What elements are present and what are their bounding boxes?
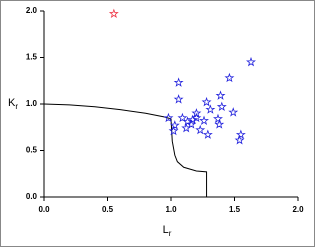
- point: [214, 119, 225, 129]
- point: [235, 129, 246, 139]
- point: [191, 112, 202, 123]
- point: [202, 129, 213, 139]
- point: [201, 96, 212, 107]
- x-tick-label: 2.0: [292, 205, 304, 214]
- point: [224, 72, 235, 83]
- y-tick-label: 2.0: [26, 6, 38, 15]
- point: [234, 135, 245, 145]
- point: [195, 124, 206, 135]
- y-tick-label: 0.0: [26, 192, 38, 201]
- x-label-main: L: [163, 224, 169, 236]
- y-tick-label: 1.5: [26, 53, 38, 62]
- point: [173, 77, 184, 87]
- point: [173, 94, 184, 104]
- point: [199, 115, 209, 125]
- point: [169, 120, 180, 130]
- x-axis-label: Lr: [163, 224, 172, 238]
- point: [191, 108, 202, 118]
- point: [216, 101, 227, 112]
- point: [108, 8, 119, 19]
- point: [246, 56, 256, 67]
- y-label-main: K: [8, 97, 16, 109]
- x-tick-label: 1.5: [229, 205, 241, 214]
- point: [213, 113, 223, 124]
- point: [181, 122, 192, 133]
- point: [228, 107, 239, 117]
- point: [168, 125, 179, 136]
- y-label-sub: r: [15, 102, 18, 111]
- point: [186, 119, 197, 129]
- x-tick-label: 0.5: [102, 205, 114, 214]
- x-tick-label: 0.0: [38, 205, 50, 214]
- y-axis-label: Kr: [8, 97, 18, 111]
- point: [205, 104, 216, 114]
- point: [215, 90, 226, 100]
- y-tick-label: 1.0: [26, 99, 38, 108]
- y-tick-label: 0.5: [26, 146, 38, 155]
- point: [177, 112, 188, 123]
- point: [163, 112, 174, 123]
- x-tick-label: 1.0: [165, 205, 177, 214]
- x-label-sub: r: [169, 229, 172, 238]
- point: [187, 114, 198, 125]
